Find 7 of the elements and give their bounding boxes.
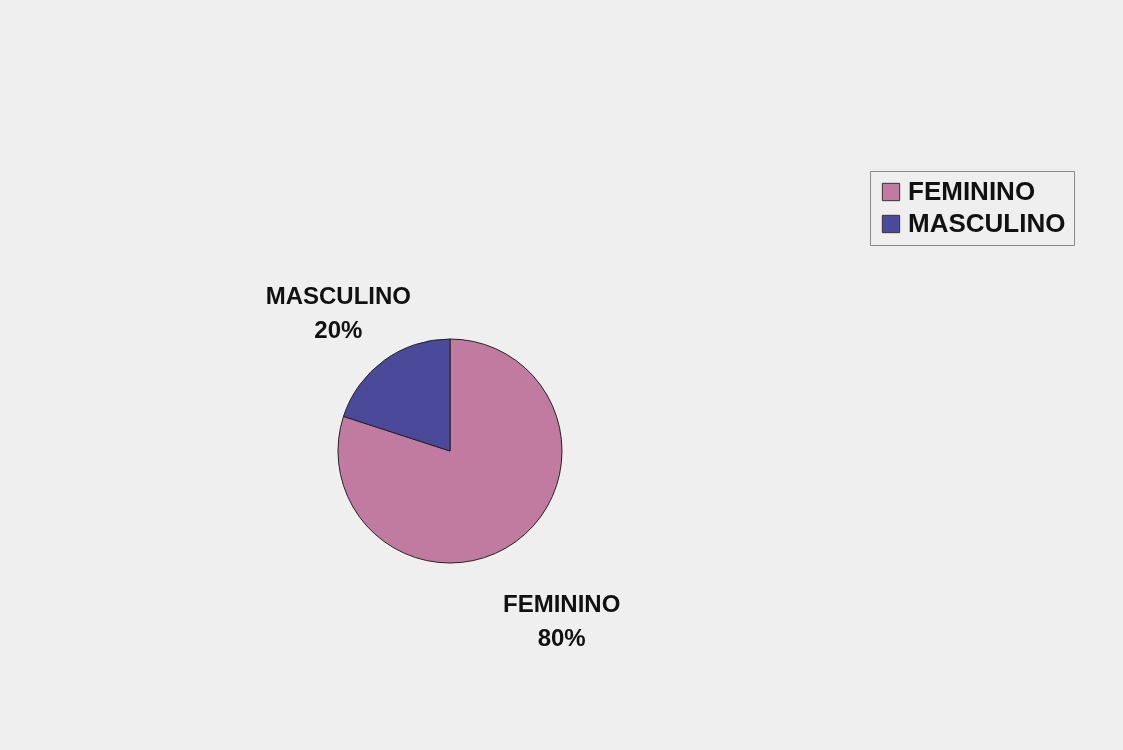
slice-label: FEMININO — [503, 589, 621, 617]
data-label: 20% — [314, 316, 363, 344]
data-label: 80% — [537, 623, 586, 651]
slice-label: MASCULINO — [265, 282, 411, 310]
pie-slice — [337, 338, 563, 564]
legend-label: MASCULINO — [908, 208, 1066, 238]
legend-label: FEMININO — [908, 176, 1036, 206]
